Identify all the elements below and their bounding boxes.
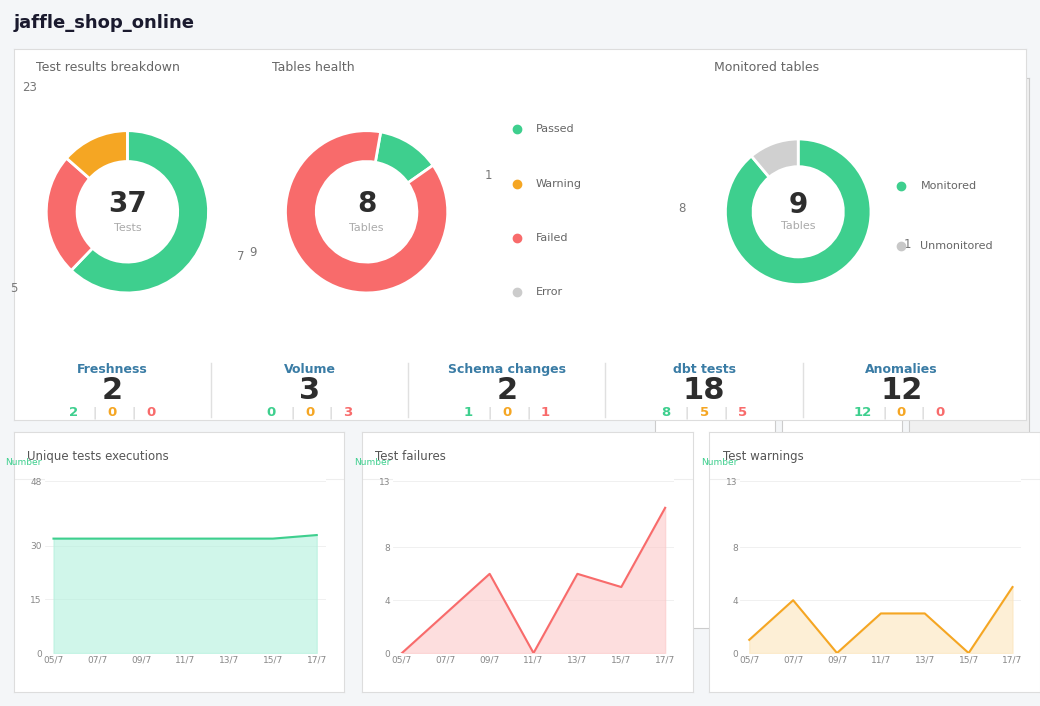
Text: 0: 0 [305, 407, 314, 419]
Text: Monitored: Monitored [920, 181, 977, 191]
Text: ⌄: ⌄ [880, 347, 890, 359]
Text: 0: 0 [146, 407, 155, 419]
Text: |: | [488, 407, 492, 419]
Wedge shape [72, 131, 208, 293]
Text: Tables: Tables [349, 223, 384, 233]
Text: Warning: Warning [536, 179, 581, 189]
Text: jaffle_shop_online: jaffle_shop_online [14, 14, 194, 32]
Text: Filter by: Filter by [692, 348, 733, 358]
Text: Tables health: Tables health [272, 61, 355, 73]
Text: 7: 7 [237, 250, 245, 263]
Text: |: | [920, 407, 925, 419]
Text: 2: 2 [496, 376, 517, 405]
Text: |: | [526, 407, 530, 419]
Text: 9: 9 [788, 191, 808, 219]
Text: Test results breakdown: Test results breakdown [36, 61, 180, 73]
Text: Unmonitored: Unmonitored [920, 241, 993, 251]
Text: 8: 8 [661, 407, 671, 419]
Text: 37: 37 [108, 190, 147, 217]
Text: Passed: Passed [536, 124, 574, 134]
Text: 23: 23 [23, 81, 37, 94]
Text: 12: 12 [854, 407, 873, 419]
Wedge shape [726, 139, 870, 285]
Text: Last 14 Days: Last 14 Days [951, 348, 1018, 358]
Text: Volume: Volume [284, 363, 336, 376]
Text: Unique tests executions: Unique tests executions [27, 450, 168, 463]
Text: 12: 12 [880, 376, 922, 405]
Text: 1: 1 [464, 407, 473, 419]
Text: 8: 8 [357, 190, 376, 217]
Text: 9: 9 [250, 246, 257, 259]
Text: Freshness: Freshness [77, 363, 148, 376]
Text: 2: 2 [69, 407, 78, 419]
Text: 1: 1 [541, 407, 550, 419]
Text: 2: 2 [102, 376, 123, 405]
Text: |: | [131, 407, 135, 419]
Wedge shape [752, 139, 799, 177]
Text: |: | [290, 407, 294, 419]
Wedge shape [67, 131, 127, 179]
Text: |: | [684, 407, 688, 419]
Text: Number: Number [701, 458, 737, 467]
Text: Anomalies: Anomalies [865, 363, 938, 376]
Text: |: | [723, 407, 727, 419]
Text: 0: 0 [935, 407, 944, 419]
Text: ⌄: ⌄ [753, 347, 763, 359]
Text: 0: 0 [896, 407, 906, 419]
Text: Tests: Tests [113, 223, 141, 233]
Text: 1: 1 [904, 238, 911, 251]
Wedge shape [285, 131, 447, 293]
Text: 5: 5 [10, 282, 18, 295]
Text: 5: 5 [738, 407, 747, 419]
Text: 5: 5 [700, 407, 708, 419]
Text: |: | [882, 407, 886, 419]
Text: Test failures: Test failures [375, 450, 446, 463]
Text: Error: Error [536, 287, 563, 297]
Text: Tables: Tables [781, 222, 815, 232]
Text: Schema changes: Schema changes [448, 363, 566, 376]
Text: 0: 0 [502, 407, 512, 419]
Text: 18: 18 [683, 376, 726, 405]
Text: 1: 1 [485, 169, 492, 182]
Text: 0: 0 [107, 407, 116, 419]
Text: Test warnings: Test warnings [723, 450, 803, 463]
Text: |: | [329, 407, 333, 419]
Wedge shape [375, 132, 433, 183]
Text: Number: Number [354, 458, 390, 467]
Text: Number: Number [5, 458, 42, 467]
Text: 3: 3 [298, 376, 320, 405]
Text: dbt tests: dbt tests [673, 363, 735, 376]
Wedge shape [47, 158, 93, 270]
Text: Failed: Failed [536, 233, 568, 243]
Text: 0: 0 [266, 407, 276, 419]
Text: |: | [93, 407, 97, 419]
Text: 3: 3 [343, 407, 353, 419]
Text: 8: 8 [678, 202, 685, 215]
Text: Monitored tables: Monitored tables [714, 61, 820, 73]
